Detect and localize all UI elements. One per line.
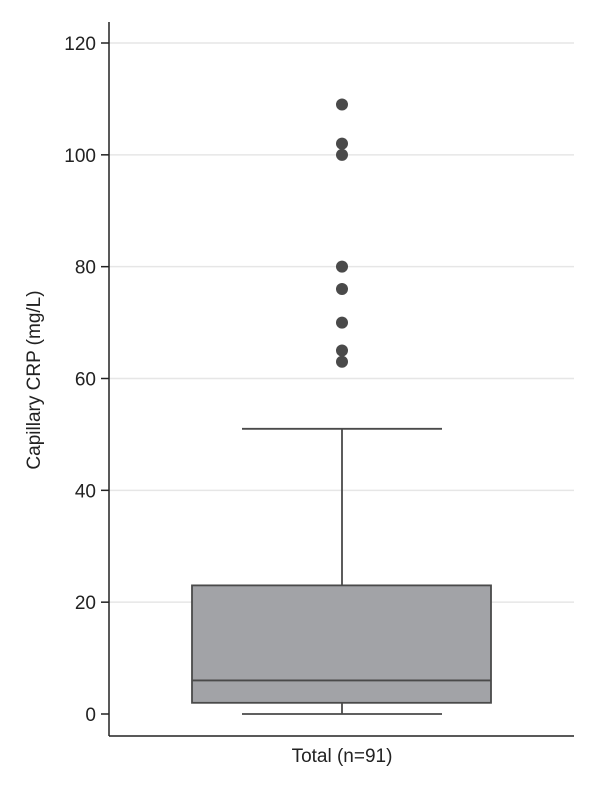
- y-tick-label-100: 100: [64, 146, 96, 167]
- iqr-box: [191, 584, 492, 704]
- y-tick-label-0: 0: [85, 705, 96, 726]
- y-tick-label-60: 60: [75, 370, 96, 391]
- axes: [101, 22, 574, 737]
- outlier-point-1: [336, 344, 348, 357]
- outlier-points: [336, 98, 348, 368]
- y-axis-title: Capillary CRP (mg/L): [24, 290, 45, 469]
- outlier-point-3: [336, 283, 348, 296]
- x-category-label: Total (n=91): [292, 746, 393, 767]
- box-plot-body: [191, 427, 492, 715]
- y-tick-label-20: 20: [75, 593, 96, 614]
- y-tick-labels: 0 20 40 60 80 100 120: [64, 34, 96, 726]
- outlier-point-4: [336, 260, 348, 273]
- y-tick-label-40: 40: [75, 481, 96, 502]
- y-tick-label-80: 80: [75, 258, 96, 279]
- outlier-point-0: [336, 355, 348, 368]
- y-tick-label-120: 120: [64, 34, 96, 55]
- outlier-point-5: [336, 148, 348, 161]
- outlier-point-2: [336, 316, 348, 329]
- outlier-point-6: [336, 137, 348, 150]
- outlier-point-7: [336, 98, 348, 111]
